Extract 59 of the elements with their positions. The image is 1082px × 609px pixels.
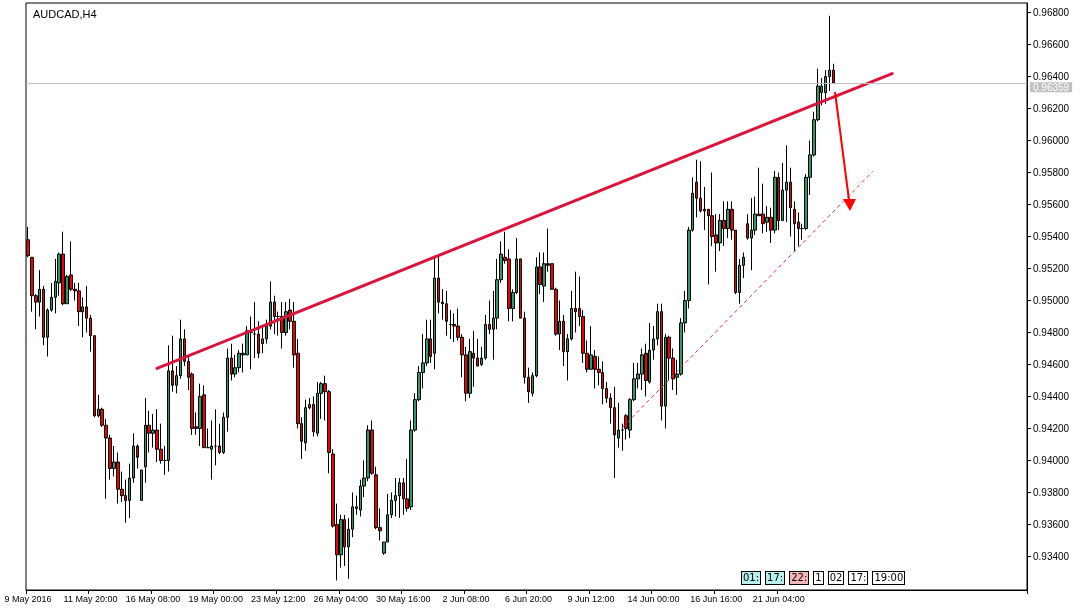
candlestick [449, 309, 452, 340]
candlestick [394, 477, 397, 517]
annotation: 19:00 [872, 571, 906, 585]
candlestick [61, 231, 65, 306]
x-tick-label: 21 Jun 04:00 [752, 593, 805, 604]
candlestick [198, 383, 202, 447]
x-tick-label: 19 May 00:00 [188, 593, 243, 604]
x-tick-label: 14 Jun 00:00 [627, 593, 680, 604]
y-tick-label: 0.96400 [1033, 71, 1070, 83]
y-tick-label: 0.96200 [1033, 103, 1070, 115]
x-tick-label: 26 May 04:00 [313, 593, 369, 604]
candlestick [793, 200, 796, 252]
candlestick [214, 408, 217, 466]
y-tick-label: 0.95800 [1033, 167, 1070, 179]
x-tick-label: 16 Jun 16:00 [690, 593, 743, 604]
chart-title: AUDCAD,H4 [33, 7, 97, 20]
candlestick [445, 290, 448, 337]
x-tick-label: 23 May 12:00 [250, 593, 306, 604]
y-tick-label: 0.95200 [1033, 263, 1070, 275]
candlestick [601, 360, 604, 405]
y-tick-label: 0.94800 [1033, 326, 1070, 338]
x-tick-label: 6 Jun 20:00 [504, 593, 552, 604]
candlestick [144, 397, 147, 484]
x-tick-label: 9 Jun 12:00 [567, 593, 615, 604]
candlestick [316, 381, 319, 437]
x-tick-label: 9 May 2016 [4, 593, 52, 604]
y-tick-label: 0.95600 [1033, 199, 1070, 211]
y-tick-label: 0.94000 [1033, 454, 1070, 466]
annotation: 01: [741, 571, 762, 585]
y-tick-label: 0.95400 [1033, 231, 1070, 243]
candlestick [722, 200, 726, 247]
candlestick [155, 408, 159, 463]
y-tick-label: 0.93600 [1033, 518, 1070, 530]
candlestick [452, 312, 456, 343]
y-tick-label: 0.93400 [1033, 550, 1070, 562]
y-tick-label: 0.95000 [1033, 295, 1070, 306]
annotation: 02 [827, 571, 845, 585]
candlestick [202, 384, 206, 449]
y-tick-label: 0.93800 [1033, 486, 1070, 498]
candlestick [750, 197, 753, 271]
x-tick-label: 11 May 20:00 [63, 593, 118, 604]
y-tick-label: 0.96800 [1033, 7, 1070, 19]
candlestick [613, 386, 616, 479]
y-tick-label: 0.96600 [1033, 39, 1070, 51]
y-tick-label: 0.96000 [1033, 135, 1070, 147]
candlestick [210, 419, 213, 481]
annotation: 17: [765, 571, 786, 585]
annotation: 17: [848, 571, 869, 585]
ref-line-label: 0.96359 [1033, 81, 1070, 93]
y-tick-label: 0.94600 [1033, 358, 1070, 370]
x-tick-label: 2 Jun 08:00 [442, 593, 490, 604]
candlestick [398, 477, 401, 519]
x-tick-label: 30 May 16:00 [376, 593, 431, 604]
x-tick-label: 16 May 08:00 [125, 593, 181, 604]
annotation: 1 [813, 571, 824, 585]
y-tick-label: 0.94200 [1033, 422, 1070, 434]
y-tick-label: 0.94400 [1033, 390, 1070, 402]
candlestick [140, 469, 143, 501]
annotation: 22: [789, 571, 810, 585]
